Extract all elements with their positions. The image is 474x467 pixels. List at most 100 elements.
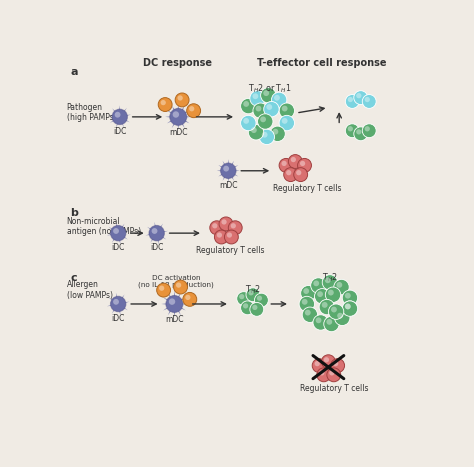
- Circle shape: [315, 361, 320, 366]
- Circle shape: [149, 226, 164, 241]
- Polygon shape: [219, 173, 224, 177]
- Polygon shape: [228, 159, 229, 165]
- Circle shape: [259, 129, 274, 145]
- Circle shape: [365, 97, 370, 102]
- Circle shape: [248, 290, 254, 296]
- Circle shape: [305, 310, 310, 316]
- Circle shape: [251, 127, 257, 133]
- Circle shape: [237, 292, 251, 305]
- Circle shape: [169, 298, 175, 305]
- Polygon shape: [107, 234, 113, 235]
- Circle shape: [243, 118, 249, 124]
- Polygon shape: [116, 222, 118, 227]
- Text: mDC: mDC: [169, 127, 188, 137]
- Circle shape: [356, 93, 362, 99]
- Polygon shape: [124, 302, 129, 304]
- Polygon shape: [181, 303, 188, 305]
- Circle shape: [270, 126, 285, 142]
- Text: iDC: iDC: [113, 127, 127, 136]
- Circle shape: [243, 101, 249, 107]
- Circle shape: [312, 359, 326, 373]
- Circle shape: [342, 301, 358, 316]
- Circle shape: [362, 124, 376, 138]
- Circle shape: [176, 283, 181, 288]
- Text: a: a: [71, 67, 78, 77]
- Polygon shape: [172, 122, 176, 128]
- Circle shape: [225, 230, 238, 244]
- Circle shape: [110, 226, 126, 241]
- Circle shape: [241, 301, 255, 315]
- Circle shape: [231, 223, 236, 228]
- Circle shape: [257, 114, 273, 129]
- Circle shape: [241, 115, 256, 131]
- Circle shape: [113, 299, 119, 305]
- Polygon shape: [150, 238, 154, 243]
- Circle shape: [272, 92, 287, 107]
- Circle shape: [219, 217, 233, 231]
- Text: Regulatory T cells: Regulatory T cells: [196, 246, 264, 255]
- Circle shape: [325, 287, 341, 303]
- Circle shape: [324, 357, 329, 362]
- Polygon shape: [233, 165, 238, 169]
- Circle shape: [161, 100, 166, 105]
- Text: T$_H$2: T$_H$2: [245, 283, 261, 296]
- Circle shape: [348, 97, 353, 102]
- Circle shape: [175, 93, 189, 107]
- Circle shape: [315, 289, 330, 304]
- Polygon shape: [172, 106, 176, 112]
- Circle shape: [333, 361, 338, 366]
- Circle shape: [253, 93, 258, 99]
- Polygon shape: [146, 234, 151, 235]
- Circle shape: [112, 109, 128, 125]
- Polygon shape: [108, 115, 114, 117]
- Circle shape: [228, 221, 242, 235]
- Circle shape: [223, 166, 229, 171]
- Circle shape: [110, 296, 126, 311]
- Circle shape: [302, 307, 318, 322]
- Circle shape: [327, 319, 332, 325]
- Text: b: b: [71, 208, 78, 218]
- Polygon shape: [116, 293, 118, 298]
- Circle shape: [362, 94, 376, 108]
- Polygon shape: [118, 239, 120, 244]
- Circle shape: [255, 106, 261, 112]
- Polygon shape: [110, 120, 115, 123]
- Circle shape: [221, 219, 227, 225]
- Circle shape: [157, 283, 171, 297]
- Polygon shape: [217, 170, 222, 171]
- Polygon shape: [168, 309, 172, 315]
- Text: mDC: mDC: [165, 315, 183, 324]
- Polygon shape: [121, 122, 124, 127]
- Polygon shape: [168, 293, 172, 299]
- Circle shape: [342, 290, 358, 305]
- Circle shape: [241, 99, 256, 114]
- Circle shape: [303, 288, 309, 294]
- Circle shape: [170, 108, 187, 125]
- Polygon shape: [125, 114, 131, 116]
- Polygon shape: [180, 306, 186, 311]
- Text: iDC: iDC: [150, 243, 164, 252]
- Circle shape: [255, 293, 268, 307]
- Circle shape: [253, 103, 268, 119]
- Circle shape: [262, 132, 267, 138]
- Circle shape: [286, 170, 292, 175]
- Polygon shape: [180, 297, 186, 302]
- Text: DC activation
(no IL-12 production): DC activation (no IL-12 production): [138, 275, 214, 288]
- Circle shape: [337, 282, 342, 288]
- Polygon shape: [228, 177, 229, 182]
- Text: T$_H$2 or T$_H$1: T$_H$2 or T$_H$1: [248, 83, 292, 95]
- Polygon shape: [222, 176, 226, 181]
- Circle shape: [324, 316, 339, 332]
- Polygon shape: [155, 222, 156, 227]
- Circle shape: [183, 292, 197, 306]
- Circle shape: [325, 277, 331, 283]
- Circle shape: [257, 296, 262, 301]
- Circle shape: [217, 233, 222, 238]
- Text: Pathogen
(high PAMPs): Pathogen (high PAMPs): [66, 103, 116, 122]
- Circle shape: [260, 116, 266, 122]
- Polygon shape: [161, 303, 168, 305]
- Circle shape: [310, 278, 326, 293]
- Polygon shape: [119, 106, 120, 111]
- Circle shape: [334, 279, 349, 295]
- Circle shape: [331, 307, 337, 312]
